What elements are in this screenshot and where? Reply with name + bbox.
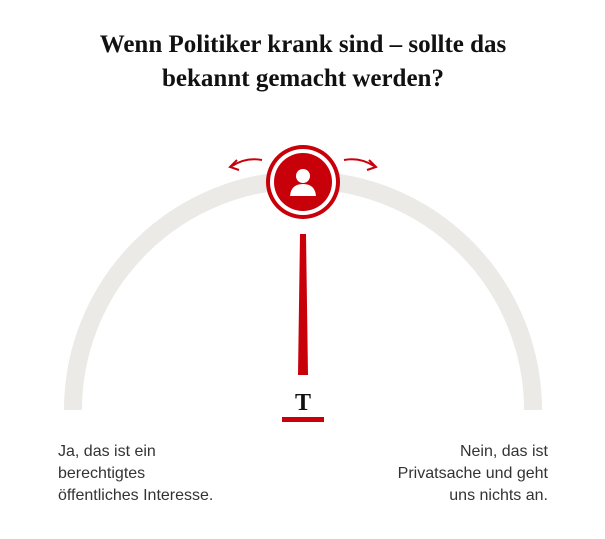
brand-logo: T bbox=[295, 390, 311, 416]
title-line: bekannt gemacht werden? bbox=[162, 65, 444, 92]
needle bbox=[298, 234, 308, 375]
answer-line: öffentliches Interesse. bbox=[58, 487, 213, 504]
arrow-left bbox=[231, 158, 263, 167]
slider-knob[interactable] bbox=[266, 145, 340, 219]
answer-line: berechtigtes bbox=[58, 465, 145, 482]
brand-bar bbox=[282, 417, 324, 422]
title-line: Wenn Politiker krank sind – sollte das bbox=[100, 31, 507, 58]
left-answer[interactable]: Ja, das ist ein berechtigtes öffentliche… bbox=[58, 443, 213, 504]
right-answer[interactable]: Nein, das ist Privatsache und geht uns n… bbox=[398, 443, 549, 504]
arrow-left-head bbox=[228, 159, 240, 171]
answer-line: Ja, das ist ein bbox=[58, 443, 156, 460]
arrow-right bbox=[343, 158, 375, 167]
answer-line: Nein, das ist bbox=[460, 443, 549, 460]
arrow-right-head bbox=[366, 159, 378, 171]
answer-line: Privatsache und geht bbox=[398, 465, 549, 482]
answer-line: uns nichts an. bbox=[449, 487, 548, 504]
